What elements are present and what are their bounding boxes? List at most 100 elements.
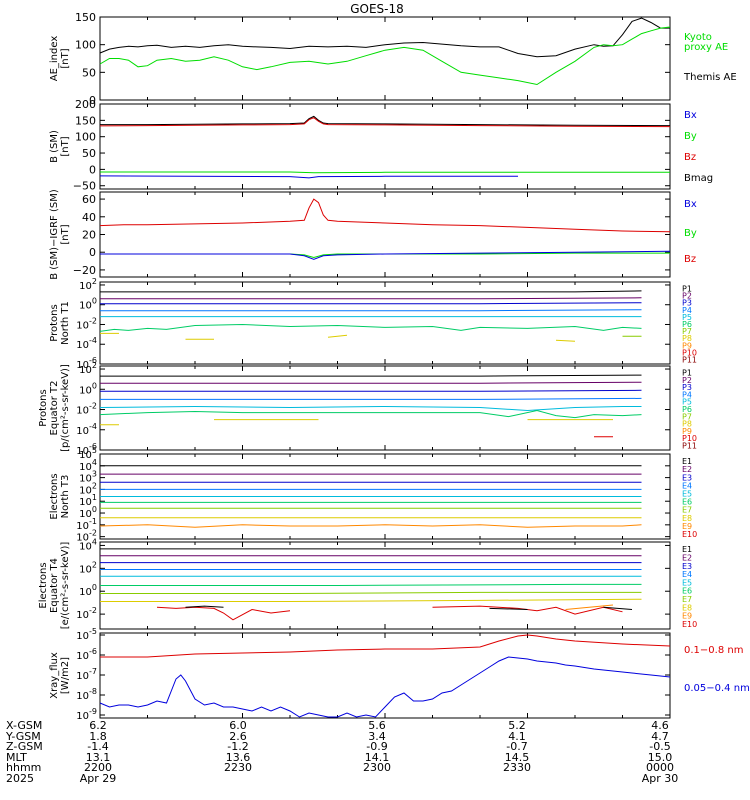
panel-frame — [99, 365, 671, 451]
channel-label: P8 — [682, 420, 692, 429]
y-tick-label: 102 — [79, 560, 97, 575]
ephemeris-value: 2300 — [363, 761, 391, 774]
y-axis-label: [nT] — [60, 224, 71, 244]
channel-label: E3 — [682, 473, 692, 482]
series-line-0 — [100, 634, 671, 658]
channel-label: P3 — [682, 383, 692, 392]
series-line-9 — [432, 605, 623, 615]
channel-label: P8 — [682, 334, 692, 343]
channel-label: P5 — [682, 313, 692, 322]
ephemeris-value: Apr 29 — [79, 771, 117, 785]
y-tick-label: 102 — [79, 481, 97, 496]
y-tick-label: 102 — [79, 277, 97, 292]
ephemeris-value: 5.2 — [508, 719, 526, 732]
ephemeris-value: 4.6 — [651, 719, 669, 732]
y-axis-label: [nT] — [60, 48, 71, 68]
channel-label: P10 — [682, 434, 697, 443]
ephemeris-value: -0.9 — [366, 740, 388, 753]
ephemeris-value: 3.4 — [368, 729, 386, 743]
channel-label: P9 — [682, 427, 692, 436]
y-tick-label: 50 — [82, 66, 96, 79]
channel-label: P5 — [682, 398, 692, 407]
ephemeris-value: 2330 — [503, 761, 531, 774]
channel-label: P7 — [682, 327, 692, 336]
ephemeris-value: -1.2 — [227, 740, 249, 753]
channel-label: P4 — [682, 306, 692, 315]
series-line-0 — [100, 115, 671, 127]
series-line-9 — [555, 339, 576, 342]
channel-label: E5 — [682, 578, 692, 587]
panel-e_eq: 104 102 100 10-2 Electrons Equator T4 [e/(cm²-… — [38, 537, 697, 630]
channel-label: P11 — [682, 441, 697, 450]
panel-frame — [99, 16, 671, 101]
ephemeris-value: 6.2 — [89, 719, 107, 732]
y-axis-label: Protons — [38, 389, 49, 426]
channel-label: P2 — [682, 292, 692, 301]
channel-label: E3 — [682, 562, 692, 571]
channel-label: E1 — [682, 545, 692, 554]
legend-entry: Bmag — [684, 173, 713, 184]
y-tick-label: −20 — [73, 264, 96, 277]
y-tick-label: 10-8 — [76, 687, 97, 702]
channel-label: E7 — [682, 595, 692, 604]
channel-label: P3 — [682, 299, 692, 308]
y-tick-label: 0 — [89, 246, 96, 259]
y-tick-label: 10-2 — [76, 529, 97, 544]
series-line-6 — [100, 591, 642, 594]
legend-entry: By — [684, 131, 697, 142]
panel-xray: 10-5 10-6 10-7 10-8 10-9 Xray_flux [W/m2] 0.1−0… — [49, 627, 750, 722]
series-line-5 — [99, 323, 642, 332]
ephemeris-value: 6.0 — [229, 719, 247, 732]
channel-label: E6 — [682, 498, 692, 507]
series-line-10 — [185, 605, 224, 608]
ephemeris-value: 5.6 — [368, 719, 386, 732]
series-line-0 — [99, 198, 671, 233]
panel-frame — [99, 191, 671, 278]
legend-entry: Bz — [684, 152, 696, 163]
y-tick-label: 10-1 — [76, 517, 97, 532]
channel-label: E7 — [682, 506, 692, 515]
ephemeris-value: -1.4 — [87, 740, 109, 753]
channel-label: P9 — [682, 341, 692, 350]
series-line-1 — [99, 117, 671, 128]
y-axis-label: [nT] — [60, 136, 71, 156]
series-line-8 — [99, 524, 642, 528]
figure-title: GOES-18 — [350, 2, 404, 16]
y-tick-label: 10-6 — [76, 442, 97, 457]
series-line-7 — [100, 598, 642, 602]
y-tick-label: 104 — [79, 537, 97, 552]
channel-label: E10 — [682, 620, 697, 629]
y-axis-label: Equator T4 — [49, 558, 60, 613]
channel-label: E4 — [682, 481, 692, 490]
series-line-2 — [100, 389, 642, 392]
legend-entry: By — [684, 228, 697, 239]
y-tick-label: 100 — [79, 505, 97, 520]
y-tick-label: 0 — [89, 163, 96, 176]
y-tick-label: 20 — [82, 229, 96, 242]
y-tick-label: 10-5 — [76, 627, 97, 642]
y-axis-label: North T3 — [60, 475, 71, 519]
panel-p_eq: 102 100 10-2 10-4 10-6 Protons Equator T2 [p/(c… — [38, 361, 697, 457]
y-tick-label: 100 — [75, 131, 96, 144]
channel-label: P7 — [682, 412, 692, 421]
series-line-13 — [565, 604, 614, 610]
y-axis-label: Xray_flux — [49, 652, 60, 699]
y-axis-label: AE_index — [49, 36, 60, 82]
y-tick-label: 150 — [75, 11, 96, 24]
series-line-3 — [99, 175, 518, 179]
channel-label: E2 — [682, 465, 692, 474]
series-line-2 — [100, 250, 671, 260]
y-axis-label: Electrons — [49, 473, 60, 519]
ephemeris-value: 4.1 — [508, 729, 526, 743]
y-tick-label: 10-9 — [76, 707, 97, 722]
series-line-8 — [327, 334, 348, 338]
y-tick-label: 101 — [79, 493, 97, 508]
legend-entry: Bx — [684, 110, 697, 121]
legend-entry: Bz — [684, 254, 696, 265]
ephemeris-value: 4.7 — [651, 729, 669, 743]
channel-label: P1 — [682, 369, 692, 378]
y-tick-label: 10-7 — [76, 667, 97, 682]
ephemeris-row-label: Y-GSM — [6, 729, 41, 743]
